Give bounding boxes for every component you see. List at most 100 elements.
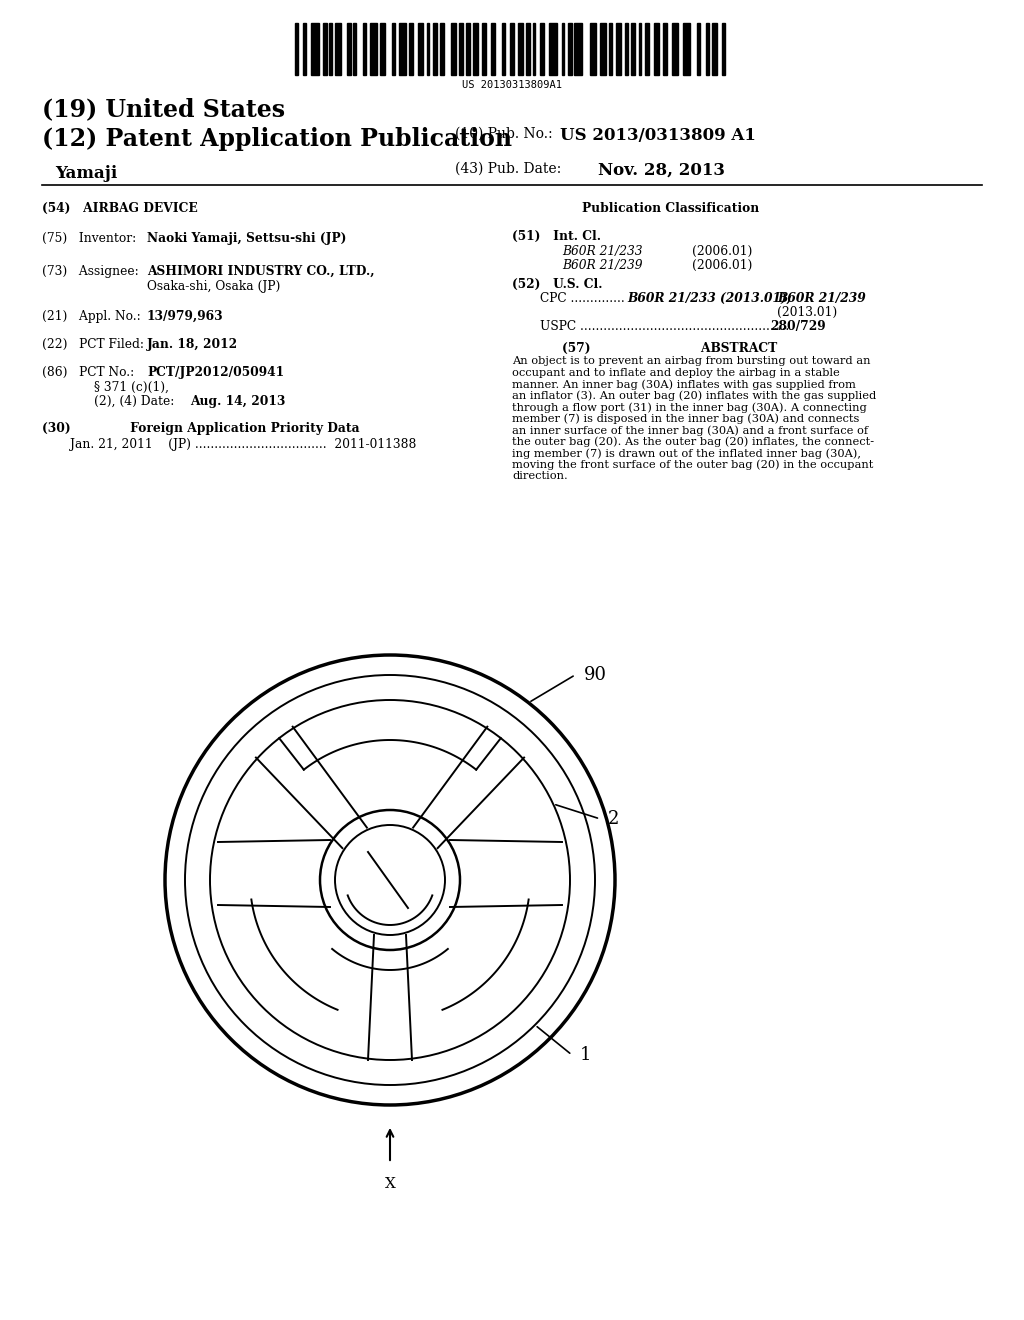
Bar bbox=[473, 22, 478, 75]
Text: B60R 21/233 (2013.01);: B60R 21/233 (2013.01); bbox=[627, 292, 792, 305]
Text: Jan. 18, 2012: Jan. 18, 2012 bbox=[147, 338, 239, 351]
Bar bbox=[364, 22, 366, 75]
Text: B60R 21/239: B60R 21/239 bbox=[562, 259, 642, 272]
Bar bbox=[409, 22, 413, 75]
Text: (12) Patent Application Publication: (12) Patent Application Publication bbox=[42, 127, 512, 150]
Bar bbox=[517, 22, 522, 75]
Bar bbox=[697, 22, 699, 75]
Text: Osaka-shi, Osaka (JP): Osaka-shi, Osaka (JP) bbox=[147, 280, 281, 293]
Text: (86)   PCT No.:: (86) PCT No.: bbox=[42, 366, 134, 379]
Bar bbox=[460, 22, 463, 75]
Bar bbox=[590, 22, 596, 75]
Text: Naoki Yamaji, Settsu-shi (JP): Naoki Yamaji, Settsu-shi (JP) bbox=[147, 232, 346, 246]
Bar bbox=[562, 22, 564, 75]
Bar bbox=[295, 22, 298, 75]
Text: (2006.01): (2006.01) bbox=[692, 246, 753, 257]
Bar bbox=[392, 22, 395, 75]
Bar bbox=[427, 22, 429, 75]
Text: ASHIMORI INDUSTRY CO., LTD.,: ASHIMORI INDUSTRY CO., LTD., bbox=[147, 265, 375, 279]
Text: (51)   Int. Cl.: (51) Int. Cl. bbox=[512, 230, 601, 243]
Text: (2013.01): (2013.01) bbox=[777, 306, 838, 319]
Text: (22)   PCT Filed:: (22) PCT Filed: bbox=[42, 338, 144, 351]
Text: (52)   U.S. Cl.: (52) U.S. Cl. bbox=[512, 279, 602, 290]
Text: (57)                          ABSTRACT: (57) ABSTRACT bbox=[562, 342, 777, 355]
Bar bbox=[639, 22, 641, 75]
Text: 280/729: 280/729 bbox=[770, 319, 825, 333]
Text: X: X bbox=[385, 1177, 395, 1191]
Bar bbox=[398, 22, 407, 75]
Bar bbox=[672, 22, 678, 75]
Text: (2006.01): (2006.01) bbox=[692, 259, 753, 272]
Text: US 2013/0313809 A1: US 2013/0313809 A1 bbox=[560, 127, 756, 144]
Bar bbox=[323, 22, 327, 75]
Bar bbox=[568, 22, 572, 75]
Bar bbox=[490, 22, 495, 75]
Text: (21)   Appl. No.:: (21) Appl. No.: bbox=[42, 310, 140, 323]
Text: occupant and to inflate and deploy the airbag in a stable: occupant and to inflate and deploy the a… bbox=[512, 367, 840, 378]
Text: (75)   Inventor:: (75) Inventor: bbox=[42, 232, 136, 246]
Bar bbox=[541, 22, 544, 75]
Bar bbox=[302, 22, 306, 75]
Bar bbox=[353, 22, 355, 75]
Bar bbox=[683, 22, 689, 75]
Bar bbox=[706, 22, 709, 75]
Text: An object is to prevent an airbag from bursting out toward an: An object is to prevent an airbag from b… bbox=[512, 356, 870, 366]
Text: US 20130313809A1: US 20130313809A1 bbox=[462, 81, 562, 90]
Bar bbox=[625, 22, 628, 75]
Bar bbox=[510, 22, 514, 75]
Text: moving the front surface of the outer bag (20) in the occupant: moving the front surface of the outer ba… bbox=[512, 459, 873, 470]
Text: B60R 21/233: B60R 21/233 bbox=[562, 246, 642, 257]
Bar bbox=[526, 22, 530, 75]
Text: manner. An inner bag (30A) inflates with gas supplied from: manner. An inner bag (30A) inflates with… bbox=[512, 379, 856, 389]
Bar bbox=[608, 22, 612, 75]
Bar bbox=[632, 22, 635, 75]
Bar bbox=[466, 22, 470, 75]
Bar bbox=[451, 22, 456, 75]
Bar bbox=[440, 22, 444, 75]
Text: Yamaji: Yamaji bbox=[55, 165, 118, 182]
Text: USPC ......................................................: USPC ...................................… bbox=[540, 319, 790, 333]
Text: § 371 (c)(1),: § 371 (c)(1), bbox=[94, 381, 169, 393]
Text: direction.: direction. bbox=[512, 471, 567, 480]
Text: ing member (7) is drawn out of the inflated inner bag (30A),: ing member (7) is drawn out of the infla… bbox=[512, 447, 861, 458]
Text: member (7) is disposed in the inner bag (30A) and connects: member (7) is disposed in the inner bag … bbox=[512, 413, 859, 424]
Text: B60R 21/239: B60R 21/239 bbox=[777, 292, 865, 305]
Text: 90: 90 bbox=[584, 665, 606, 684]
Bar bbox=[336, 22, 341, 75]
Bar bbox=[616, 22, 622, 75]
Text: 13/979,963: 13/979,963 bbox=[147, 310, 223, 323]
Bar bbox=[645, 22, 649, 75]
Bar bbox=[532, 22, 536, 75]
Text: Jan. 21, 2011    (JP) ..................................  2011-011388: Jan. 21, 2011 (JP) .....................… bbox=[70, 438, 417, 451]
Text: (73)   Assignee:: (73) Assignee: bbox=[42, 265, 138, 279]
Bar bbox=[380, 22, 385, 75]
Text: the outer bag (20). As the outer bag (20) inflates, the connect-: the outer bag (20). As the outer bag (20… bbox=[512, 437, 874, 447]
Bar bbox=[722, 22, 725, 75]
Text: through a flow port (31) in the inner bag (30A). A connecting: through a flow port (31) in the inner ba… bbox=[512, 403, 866, 413]
Text: (19) United States: (19) United States bbox=[42, 96, 285, 121]
Bar bbox=[574, 22, 582, 75]
Text: CPC ..............: CPC .............. bbox=[540, 292, 625, 305]
Bar bbox=[600, 22, 606, 75]
Bar bbox=[311, 22, 319, 75]
Bar bbox=[347, 22, 350, 75]
Text: (2), (4) Date:: (2), (4) Date: bbox=[94, 395, 174, 408]
Bar bbox=[370, 22, 377, 75]
Text: (54)   AIRBAG DEVICE: (54) AIRBAG DEVICE bbox=[42, 202, 198, 215]
Bar bbox=[503, 22, 505, 75]
Bar bbox=[549, 22, 557, 75]
Text: Aug. 14, 2013: Aug. 14, 2013 bbox=[190, 395, 286, 408]
Text: (43) Pub. Date:: (43) Pub. Date: bbox=[455, 162, 561, 176]
Text: 2: 2 bbox=[608, 810, 620, 828]
Text: 1: 1 bbox=[580, 1045, 592, 1064]
Bar bbox=[433, 22, 436, 75]
Text: Publication Classification: Publication Classification bbox=[582, 202, 759, 215]
Bar bbox=[663, 22, 667, 75]
Text: (10) Pub. No.:: (10) Pub. No.: bbox=[455, 127, 553, 141]
Bar bbox=[329, 22, 332, 75]
Bar bbox=[482, 22, 486, 75]
Text: an inflator (3). An outer bag (20) inflates with the gas supplied: an inflator (3). An outer bag (20) infla… bbox=[512, 391, 877, 401]
Bar bbox=[418, 22, 423, 75]
Text: Nov. 28, 2013: Nov. 28, 2013 bbox=[598, 162, 725, 180]
Text: an inner surface of the inner bag (30A) and a front surface of: an inner surface of the inner bag (30A) … bbox=[512, 425, 868, 436]
